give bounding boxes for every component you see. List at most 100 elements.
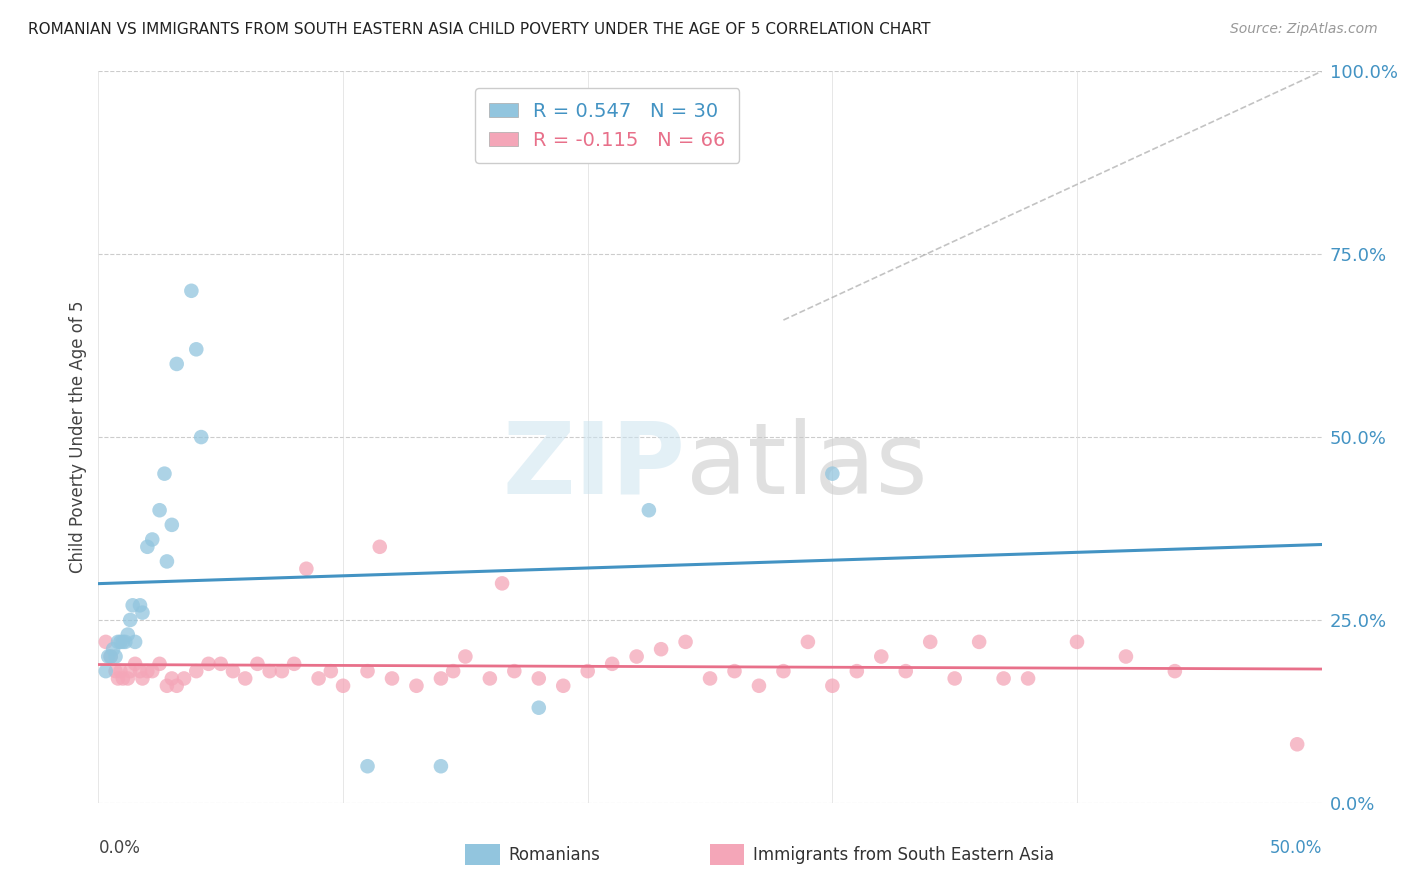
Point bbox=[209, 657, 232, 671]
Point bbox=[319, 664, 342, 678]
Point bbox=[186, 343, 208, 357]
Text: 0.0%: 0.0% bbox=[98, 839, 141, 857]
Point bbox=[1115, 649, 1137, 664]
Point bbox=[222, 664, 245, 678]
Point bbox=[638, 503, 661, 517]
Point bbox=[153, 467, 176, 481]
Point bbox=[772, 664, 794, 678]
Text: Romanians: Romanians bbox=[508, 846, 600, 863]
Point bbox=[845, 664, 868, 678]
Point bbox=[111, 672, 134, 686]
Point bbox=[356, 759, 378, 773]
Point bbox=[308, 672, 330, 686]
Text: Source: ZipAtlas.com: Source: ZipAtlas.com bbox=[1230, 22, 1378, 37]
Text: Immigrants from South Eastern Asia: Immigrants from South Eastern Asia bbox=[752, 846, 1054, 863]
Point bbox=[111, 635, 134, 649]
Point bbox=[478, 672, 501, 686]
Point bbox=[124, 635, 146, 649]
Point bbox=[454, 649, 477, 664]
Point bbox=[233, 672, 256, 686]
Point bbox=[97, 649, 120, 664]
Text: ROMANIAN VS IMMIGRANTS FROM SOUTH EASTERN ASIA CHILD POVERTY UNDER THE AGE OF 5 : ROMANIAN VS IMMIGRANTS FROM SOUTH EASTER… bbox=[28, 22, 931, 37]
Point bbox=[120, 613, 142, 627]
Point bbox=[110, 664, 132, 678]
Point bbox=[368, 540, 391, 554]
Point bbox=[141, 533, 163, 547]
Point bbox=[156, 554, 179, 568]
Point bbox=[101, 642, 124, 657]
Point bbox=[821, 467, 844, 481]
Point bbox=[129, 664, 152, 678]
Point bbox=[129, 599, 152, 613]
Point bbox=[166, 357, 188, 371]
Point bbox=[441, 664, 464, 678]
Point bbox=[503, 664, 526, 678]
Point bbox=[104, 649, 127, 664]
Point bbox=[107, 635, 129, 649]
Point bbox=[94, 635, 117, 649]
Point bbox=[156, 679, 179, 693]
Point bbox=[527, 672, 550, 686]
Point bbox=[356, 664, 378, 678]
Point bbox=[295, 562, 318, 576]
Point bbox=[283, 657, 305, 671]
Point bbox=[124, 657, 146, 671]
Point bbox=[527, 700, 550, 714]
Point bbox=[675, 635, 697, 649]
Point bbox=[1017, 672, 1039, 686]
Point bbox=[166, 679, 188, 693]
Point bbox=[117, 672, 139, 686]
Point bbox=[149, 657, 172, 671]
Point bbox=[131, 606, 153, 620]
Point bbox=[576, 664, 599, 678]
Point bbox=[1286, 737, 1309, 751]
Point bbox=[650, 642, 672, 657]
Point bbox=[197, 657, 219, 671]
Point bbox=[270, 664, 294, 678]
Point bbox=[381, 672, 404, 686]
FancyBboxPatch shape bbox=[710, 845, 744, 865]
Point bbox=[104, 664, 127, 678]
Point bbox=[967, 635, 990, 649]
Point bbox=[131, 672, 153, 686]
Point bbox=[107, 672, 129, 686]
Point bbox=[100, 649, 122, 664]
Y-axis label: Child Poverty Under the Age of 5: Child Poverty Under the Age of 5 bbox=[69, 301, 87, 574]
Point bbox=[626, 649, 648, 664]
Point bbox=[180, 284, 202, 298]
Point bbox=[186, 664, 208, 678]
Point bbox=[870, 649, 893, 664]
Point bbox=[160, 517, 183, 532]
Point bbox=[117, 627, 139, 641]
Point bbox=[553, 679, 575, 693]
Point bbox=[110, 635, 132, 649]
Point bbox=[100, 649, 122, 664]
Point bbox=[173, 672, 195, 686]
Point bbox=[920, 635, 942, 649]
Point bbox=[723, 664, 745, 678]
Point bbox=[600, 657, 623, 671]
Text: ZIP: ZIP bbox=[503, 417, 686, 515]
Point bbox=[405, 679, 427, 693]
Point bbox=[160, 672, 183, 686]
Point bbox=[821, 679, 844, 693]
Point bbox=[699, 672, 721, 686]
Point bbox=[136, 664, 159, 678]
Point bbox=[491, 576, 513, 591]
Point bbox=[246, 657, 269, 671]
Point bbox=[894, 664, 917, 678]
Point bbox=[121, 599, 143, 613]
Point bbox=[943, 672, 966, 686]
Point bbox=[114, 635, 136, 649]
Point bbox=[430, 759, 453, 773]
Point bbox=[797, 635, 820, 649]
Text: atlas: atlas bbox=[686, 417, 927, 515]
Point bbox=[1164, 664, 1187, 678]
Point bbox=[136, 540, 159, 554]
Point bbox=[430, 672, 453, 686]
Point bbox=[141, 664, 163, 678]
Point bbox=[120, 664, 142, 678]
Point bbox=[259, 664, 281, 678]
Point bbox=[190, 430, 212, 444]
Text: 50.0%: 50.0% bbox=[1270, 839, 1322, 857]
